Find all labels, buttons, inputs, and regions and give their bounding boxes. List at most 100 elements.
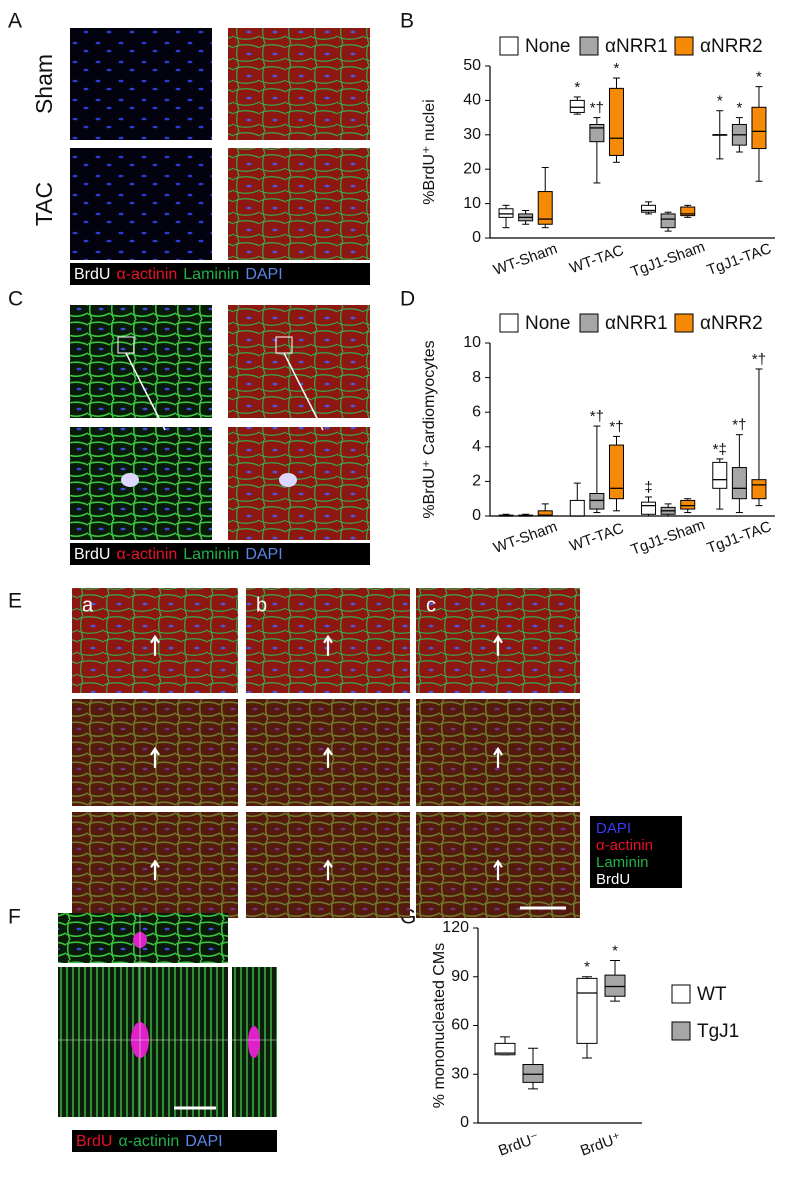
box [641, 204, 657, 213]
legend-swatch [674, 36, 694, 56]
stain-label: DAPI [596, 820, 631, 837]
box [498, 208, 514, 218]
stain-label: Laminin [183, 546, 239, 563]
inset-arrow [125, 352, 166, 431]
x-tick-label: WT-Sham [491, 240, 559, 279]
box [576, 977, 598, 1044]
nucleus [121, 473, 139, 487]
box [680, 499, 696, 510]
arrow [150, 859, 160, 881]
x-tick-label: WT-TAC [567, 242, 626, 277]
legend-label: None [525, 36, 570, 57]
box [537, 510, 553, 517]
column-label: a [82, 594, 94, 616]
legend-label: TgJ1 [697, 1021, 739, 1042]
panel-label: A [8, 10, 22, 33]
significance: * [756, 69, 762, 86]
legend-label: αNRR2 [700, 36, 763, 57]
stain-label: Laminin [183, 266, 239, 283]
stain-legend [70, 263, 370, 285]
box [589, 123, 605, 143]
arrow [150, 634, 160, 656]
panel-label: F [8, 906, 21, 929]
micrograph [228, 28, 370, 140]
y-tick-label: 40 [463, 92, 481, 109]
significance: *† [732, 417, 746, 434]
legend-label: αNRR1 [605, 313, 668, 334]
legend-swatch [674, 313, 694, 333]
stain-label: BrdU [76, 1133, 112, 1150]
x-tick-label: TgJ1-Sham [629, 516, 708, 558]
y-tick-label: 30 [451, 1065, 469, 1082]
arrow [323, 859, 333, 881]
y-tick-label: 60 [451, 1017, 469, 1034]
significance: *† [590, 100, 604, 117]
legend-swatch [499, 36, 519, 56]
arrow [493, 634, 503, 656]
arrow [323, 746, 333, 768]
arrow [493, 859, 503, 881]
micrograph [228, 305, 370, 418]
y-axis-title: %BrdU⁺ nuclei [421, 99, 438, 204]
box [608, 444, 624, 500]
box [608, 87, 624, 156]
y-tick-label: 6 [472, 403, 481, 420]
legend-swatch [579, 36, 599, 56]
stain-label: BrdU [596, 871, 630, 888]
significance: * [614, 60, 620, 77]
row-label: Sham [31, 54, 57, 114]
y-tick-label: 90 [451, 968, 469, 985]
box [569, 99, 585, 113]
stain-label: DAPI [185, 1133, 222, 1150]
panel-label: E [8, 590, 22, 613]
panel-label: D [400, 288, 415, 311]
column-label: b [256, 594, 267, 616]
significance: *‡ [713, 441, 727, 458]
significance: *† [752, 351, 766, 368]
x-tick-label: TgJ1-TAC [705, 240, 774, 279]
significance: *† [609, 418, 623, 435]
legend-label: WT [697, 984, 727, 1005]
stain-label: α-actinin [596, 837, 653, 854]
panel-label: B [400, 10, 414, 33]
legend-swatch [671, 984, 691, 1004]
stain-label: Laminin [596, 854, 649, 871]
y-tick-label: 120 [442, 919, 469, 936]
y-tick-label: 50 [463, 57, 481, 74]
box [641, 501, 657, 515]
significance: * [717, 93, 723, 110]
stain-label: α-actinin [116, 266, 177, 283]
stain-label: DAPI [245, 266, 282, 283]
significance: ‡ [644, 479, 652, 496]
box [537, 191, 553, 225]
box [604, 974, 626, 997]
micrograph [228, 427, 370, 540]
significance: * [574, 79, 580, 96]
y-tick-label: 0 [472, 229, 481, 246]
inset-arrow [283, 352, 324, 431]
stain-label: DAPI [245, 546, 282, 563]
x-tick-label: BrdU⁺ [578, 1129, 623, 1159]
stain-label: α-actinin [118, 1133, 179, 1150]
legend-label: αNRR2 [700, 313, 763, 334]
x-tick-label: TgJ1-Sham [629, 238, 708, 280]
panel-label: C [8, 288, 23, 311]
stain-label: BrdU [74, 266, 110, 283]
box [569, 499, 585, 517]
significance: * [584, 959, 590, 976]
x-tick-label: WT-TAC [567, 520, 626, 555]
y-tick-label: 2 [472, 473, 481, 490]
x-tick-label: WT-Sham [491, 518, 559, 557]
micrograph [228, 148, 370, 260]
legend-swatch [499, 313, 519, 333]
stain-label: α-actinin [116, 546, 177, 563]
nucleus [279, 473, 297, 487]
micrograph [70, 305, 212, 418]
nucleus [248, 1026, 260, 1058]
y-tick-label: 8 [472, 369, 481, 386]
x-tick-label: TgJ1-TAC [705, 518, 774, 557]
y-tick-label: 0 [472, 507, 481, 524]
significance: *† [590, 408, 604, 425]
y-tick-label: 10 [463, 334, 481, 351]
